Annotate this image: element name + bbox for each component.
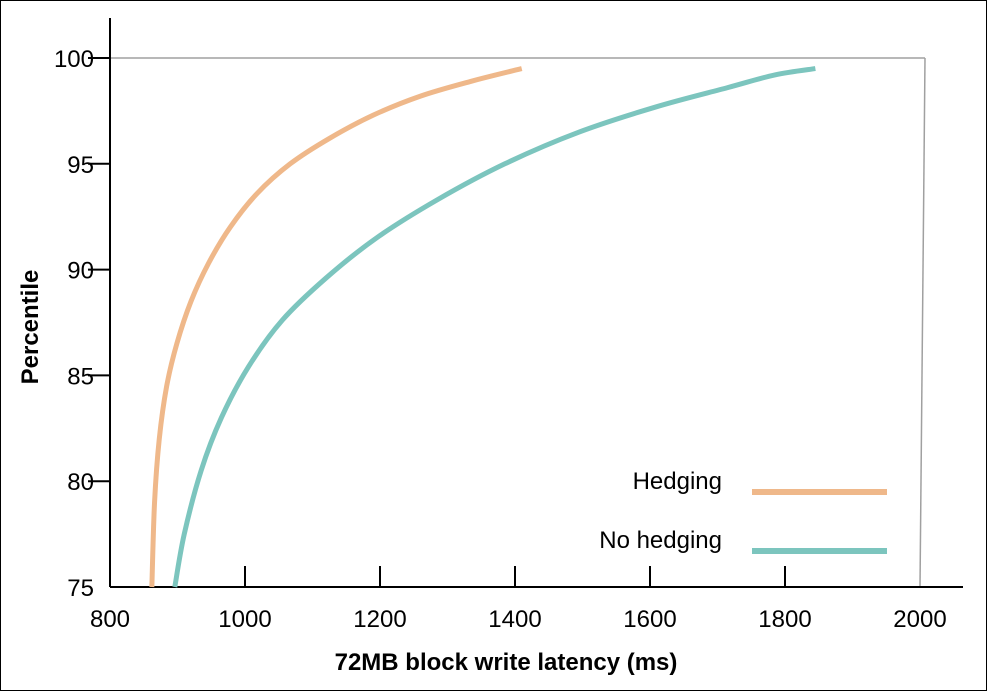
- series-line-hedging: [149, 66, 523, 588]
- x-tick-label: 1200: [353, 606, 406, 633]
- legend-label: Hedging: [633, 468, 722, 495]
- plot-right-border: [919, 57, 926, 588]
- y-tick-label: 90: [67, 258, 94, 285]
- x-tick-label: 1800: [758, 606, 811, 633]
- x-tick-label: 800: [90, 606, 130, 633]
- legend: Hedging No hedging: [599, 468, 887, 554]
- y-tick-label: 95: [67, 152, 94, 179]
- y-tick-label: 80: [67, 469, 94, 496]
- legend-label: No hedging: [599, 527, 722, 554]
- y-tick-label: 75: [67, 575, 94, 602]
- axes: 800 1000 1200 1400 1600 1800 2000 75 80 85 90 95 100: [54, 18, 963, 633]
- x-tick-label: 1600: [623, 606, 676, 633]
- x-tick-label: 1400: [488, 606, 541, 633]
- y-tick-label: 100: [54, 46, 94, 73]
- x-axis-title: 72MB block write latency (ms): [335, 649, 678, 676]
- series-group: [149, 66, 816, 588]
- y-tick-label: 85: [67, 363, 94, 390]
- series-line-no-hedging: [172, 66, 816, 588]
- y-axis-title: Percentile: [17, 270, 44, 385]
- x-tick-label: 1000: [218, 606, 271, 633]
- x-tick-label: 2000: [893, 606, 946, 633]
